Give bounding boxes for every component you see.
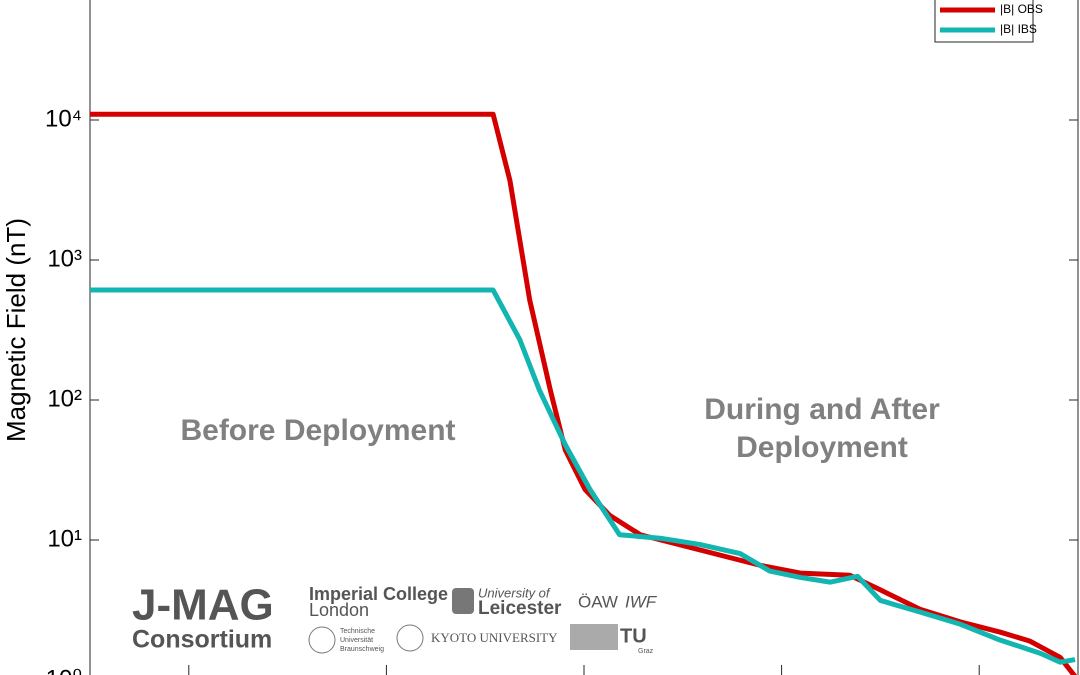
logos: J-MAG Consortium Imperial College London… <box>132 581 658 655</box>
legend-label: |B| OBS <box>1000 2 1043 16</box>
logo-text: KYOTO UNIVERSITY <box>431 630 558 645</box>
logo-text: Braunschweig <box>340 646 384 653</box>
legend-label: |B| IBS <box>1000 22 1037 36</box>
legend <box>934 0 1034 43</box>
logo-text: Leicester <box>478 598 562 619</box>
data-line <box>90 111 1078 675</box>
logo-icon <box>452 588 474 614</box>
y-tick-label: 10⁰ <box>46 665 82 675</box>
y-axis-label: Magnetic Field (nT) <box>1 218 31 442</box>
logo-text: University of <box>478 585 551 600</box>
y-tick-label: 10¹ <box>47 525 82 552</box>
logo-text: Consortium <box>132 626 272 654</box>
logo-text: London <box>309 600 369 620</box>
data-line <box>90 287 1076 665</box>
logo-icon <box>570 624 618 650</box>
plot-frame <box>89 0 1079 675</box>
annotation: Deployment <box>736 431 908 464</box>
logo-text: Universität <box>340 637 373 644</box>
y-tick-label: 10⁴ <box>45 105 82 132</box>
logo-text: J-MAG <box>132 581 274 630</box>
logo-text: Imperial College <box>309 584 448 604</box>
annotation: During and After <box>704 393 940 426</box>
annotation: Before Deployment <box>180 414 455 447</box>
logo-text: Graz <box>638 648 654 655</box>
y-tick-label: 10² <box>47 385 82 412</box>
logo-icon <box>308 626 336 654</box>
logo-icon <box>396 624 424 652</box>
logo-text: TU <box>620 625 647 647</box>
logo-text: ÖAW <box>578 592 618 611</box>
logo-text: Technische <box>340 628 375 635</box>
y-tick-label: 10³ <box>47 245 82 272</box>
logo-text: IWF <box>625 592 658 611</box>
